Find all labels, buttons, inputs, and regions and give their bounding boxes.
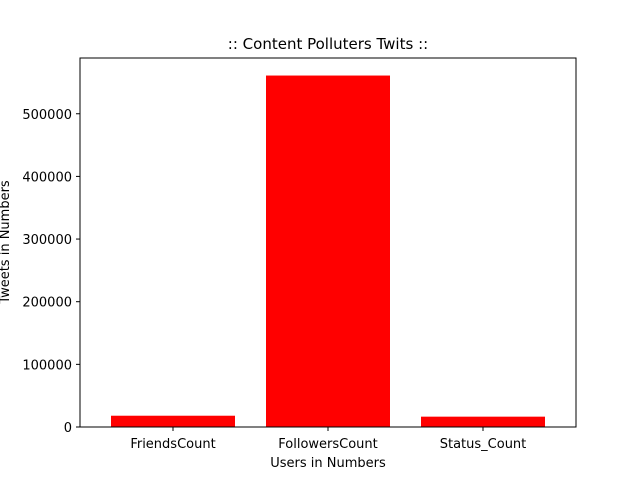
x-axis-label: Users in Numbers [270, 456, 386, 471]
x-tick-label: FriendsCount [130, 437, 215, 452]
x-tick-label: Status_Count [440, 437, 527, 452]
chart-title: :: Content Polluters Twits :: [228, 35, 428, 53]
y-tick-label: 200000 [22, 296, 72, 311]
y-tick-label: 0 [64, 421, 72, 436]
plot-area-frame [79, 57, 577, 428]
y-axis-label: Tweets in Numbers [0, 180, 13, 305]
bar-friendscount [111, 415, 235, 427]
bar-followerscount [266, 75, 390, 427]
y-tick-label: 400000 [22, 170, 72, 185]
x-axis: FriendsCount FollowersCount Status_Count [130, 427, 526, 452]
bar-status-count [421, 416, 545, 427]
y-tick-label: 100000 [22, 358, 72, 373]
bars-group [111, 75, 545, 427]
y-tick-label: 500000 [22, 108, 72, 123]
y-axis: 0 100000 200000 300000 400000 500000 [22, 108, 80, 436]
x-tick-label: FollowersCount [278, 437, 378, 452]
y-tick-label: 300000 [22, 233, 72, 248]
